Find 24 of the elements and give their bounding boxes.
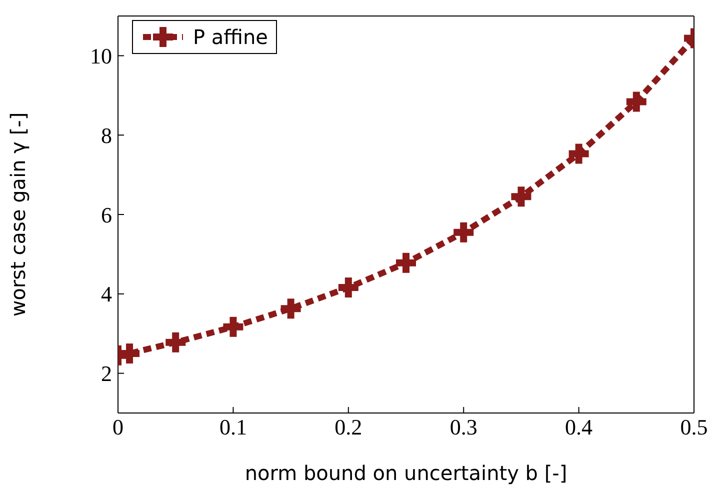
y-tick-label: 10 — [90, 44, 112, 69]
x-axis-title: norm bound on uncertainty b [-] — [244, 461, 568, 485]
point — [166, 332, 186, 352]
legend-label: P affine — [193, 25, 268, 49]
point — [511, 186, 532, 207]
point — [120, 343, 140, 364]
x-tick-label: 0.1 — [219, 414, 247, 440]
point — [568, 144, 589, 164]
y-tick-label: 4 — [101, 282, 112, 307]
x-tick-label: 0.2 — [334, 414, 362, 440]
point — [338, 278, 358, 298]
point — [223, 316, 244, 337]
x-tick-label: 0 — [112, 414, 124, 440]
point — [396, 252, 416, 273]
x-tick-label: 0.5 — [680, 414, 708, 440]
point — [280, 298, 301, 319]
x-tick-label: 0.4 — [565, 414, 593, 440]
x-tick-label: 0.3 — [450, 414, 478, 440]
y-tick-label: 2 — [101, 361, 112, 386]
y-tick-label: 8 — [101, 122, 112, 148]
point — [626, 92, 646, 112]
y-tick-label: 6 — [101, 202, 112, 228]
y-axis-title: worst case gain γ [-] — [6, 112, 30, 317]
point — [454, 222, 474, 242]
